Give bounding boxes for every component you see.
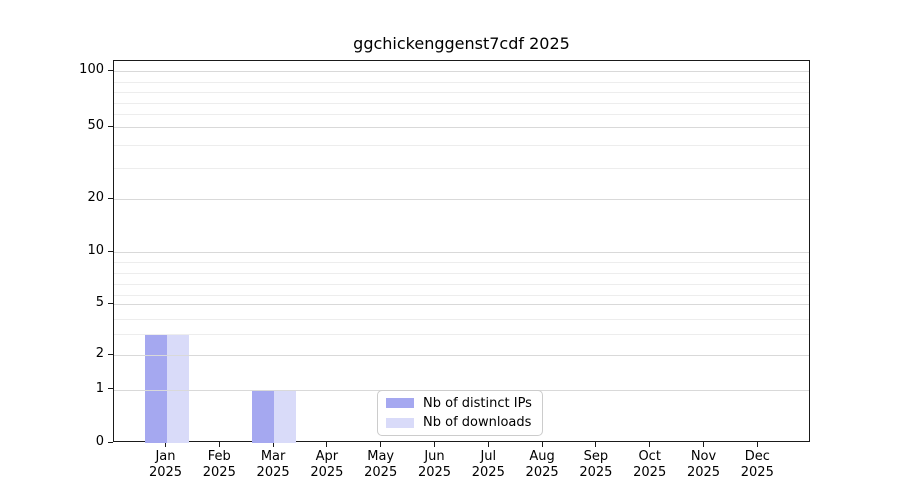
gridline-minor-40 <box>114 145 809 146</box>
downloads-swatch <box>386 417 414 428</box>
x-tick-label-sep: Sep 2025 <box>568 449 624 481</box>
legend: Nb of distinct IPs Nb of downloads <box>377 390 543 436</box>
y-tick-mark-10 <box>108 250 113 252</box>
x-tick-mark-feb <box>218 442 220 447</box>
x-tick-month: Apr <box>315 449 339 464</box>
bar-nb-of-downloads-mar <box>274 389 297 443</box>
gridline-minor-3 <box>114 334 809 335</box>
x-tick-label-nov: Nov 2025 <box>676 449 732 481</box>
gridline-minor-8 <box>114 273 809 274</box>
plot-area <box>113 60 810 443</box>
y-tick-label-0: 0 <box>95 434 104 449</box>
bar-nb-of-distinct-ips-mar <box>252 389 275 443</box>
y-tick-label-2: 2 <box>95 346 104 361</box>
y-tick-label-20: 20 <box>87 190 104 205</box>
gridline-major-5 <box>114 304 809 305</box>
chart-title: ggchickenggenst7cdf 2025 <box>353 34 570 53</box>
x-tick-mark-sep <box>595 442 597 447</box>
bars-layer <box>114 61 809 443</box>
y-tick-label-50: 50 <box>87 118 104 133</box>
gridline-major-20 <box>114 199 809 200</box>
x-tick-year: 2025 <box>202 465 236 480</box>
y-tick-mark-100 <box>108 69 113 71</box>
gridline-minor-60 <box>114 114 809 115</box>
x-tick-mark-oct <box>649 442 651 447</box>
legend-row-downloads: Nb of downloads <box>386 415 534 432</box>
gridline-major-10 <box>114 252 809 253</box>
x-tick-year: 2025 <box>310 465 344 480</box>
x-tick-month: May <box>367 449 395 464</box>
legend-label-downloads: Nb of downloads <box>423 415 532 431</box>
x-tick-year: 2025 <box>633 465 667 480</box>
y-tick-mark-2 <box>108 353 113 355</box>
y-tick-mark-1 <box>108 388 113 389</box>
x-tick-label-apr: Apr 2025 <box>299 449 355 481</box>
x-tick-year: 2025 <box>740 465 774 480</box>
x-tick-month: Aug <box>529 449 555 464</box>
gridline-major-2 <box>114 355 809 356</box>
x-tick-mark-jul <box>487 442 489 447</box>
x-tick-year: 2025 <box>364 465 398 480</box>
gridline-minor-6 <box>114 295 809 296</box>
x-tick-mark-apr <box>326 442 328 447</box>
x-tick-month: Jun <box>424 449 445 464</box>
bar-nb-of-downloads-jan <box>166 334 189 443</box>
bar-nb-of-distinct-ips-jan <box>144 334 167 443</box>
x-tick-mark-nov <box>703 442 704 447</box>
x-tick-month: Sep <box>583 449 609 464</box>
x-tick-label-aug: Aug 2025 <box>514 449 570 481</box>
x-tick-label-dec: Dec 2025 <box>729 449 785 481</box>
x-tick-month: Nov <box>690 449 717 464</box>
x-tick-year: 2025 <box>686 465 721 480</box>
y-tick-mark-5 <box>108 302 113 304</box>
y-tick-label-100: 100 <box>79 62 104 77</box>
gridline-minor-9 <box>114 262 809 263</box>
x-tick-mark-jun <box>434 442 435 447</box>
y-tick-label-1: 1 <box>95 380 104 396</box>
x-tick-mark-mar <box>272 442 274 447</box>
gridline-minor-70 <box>114 103 809 104</box>
gridline-major-100 <box>114 71 809 72</box>
x-tick-month: Oct <box>638 449 661 464</box>
y-tick-mark-20 <box>108 197 113 199</box>
x-tick-year: 2025 <box>256 465 290 480</box>
x-tick-year: 2025 <box>471 465 505 480</box>
x-tick-mark-jan <box>165 442 166 447</box>
x-tick-mark-dec <box>756 442 758 447</box>
y-tick-mark-50 <box>108 125 113 127</box>
x-tick-label-jan: Jan 2025 <box>138 449 194 481</box>
grid-layer <box>114 61 809 441</box>
y-tick-label-5: 5 <box>95 295 104 310</box>
x-tick-label-feb: Feb 2025 <box>191 449 247 481</box>
y-tick-label-10: 10 <box>87 243 104 258</box>
x-tick-label-jun: Jun 2025 <box>407 449 463 481</box>
x-tick-month: Jul <box>480 449 497 464</box>
gridline-minor-7 <box>114 284 809 285</box>
x-tick-label-jul: Jul 2025 <box>460 449 516 481</box>
distinct-ips-swatch <box>386 398 414 409</box>
gridline-minor-4 <box>114 319 809 320</box>
x-tick-mark-may <box>380 442 382 447</box>
x-tick-label-mar: Mar 2025 <box>245 449 301 481</box>
x-tick-year: 2025 <box>417 465 452 480</box>
x-tick-mark-aug <box>541 442 543 447</box>
x-tick-month: Dec <box>744 449 770 464</box>
gridline-minor-30 <box>114 168 809 169</box>
x-tick-label-may: May 2025 <box>353 449 409 481</box>
x-tick-year: 2025 <box>525 465 559 480</box>
x-tick-label-oct: Oct 2025 <box>622 449 678 481</box>
gridline-minor-90 <box>114 82 809 83</box>
x-tick-month: Jan <box>155 449 176 464</box>
gridline-major-50 <box>114 127 809 128</box>
x-tick-month: Mar <box>260 449 286 464</box>
x-tick-year: 2025 <box>148 465 183 480</box>
legend-row-distinct-ips: Nb of distinct IPs <box>386 395 534 412</box>
x-tick-month: Feb <box>207 449 231 464</box>
gridline-minor-80 <box>114 92 809 93</box>
x-tick-year: 2025 <box>579 465 613 480</box>
legend-label-distinct-ips: Nb of distinct IPs <box>423 395 532 411</box>
y-tick-mark-0 <box>108 441 113 443</box>
